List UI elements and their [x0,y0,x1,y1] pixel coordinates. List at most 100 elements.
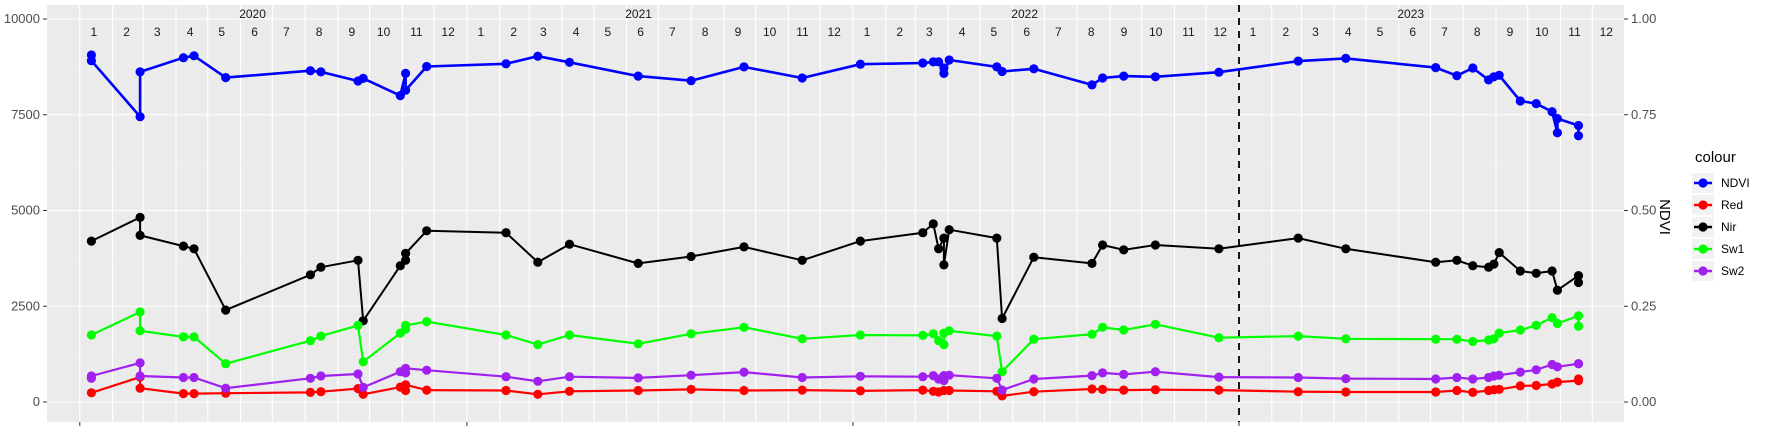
data-point-red [1573,374,1584,384]
month-label: 1 [1250,25,1257,39]
data-point-sw2 [1087,371,1097,381]
month-label: 9 [735,25,742,39]
data-point-sw1 [1531,320,1541,330]
data-point-ndvi [135,112,145,122]
data-point-ndvi [1573,131,1584,141]
data-point-sw2 [1098,368,1108,378]
month-label: 9 [1121,25,1128,39]
data-point-sw1 [633,339,643,349]
month-label: 5 [1377,25,1384,39]
data-point-nir [1293,233,1303,243]
data-point-nir [135,230,145,240]
series-sw1 [86,307,1584,377]
data-point-nir [501,228,511,238]
data-point-ndvi [1552,128,1562,138]
data-point-sw1 [86,330,96,340]
right-axis-tick-label: 0.25 [1631,298,1656,313]
data-point-red [1452,385,1462,396]
data-point-nir [1573,271,1584,281]
data-point-ndvi [501,59,511,69]
data-point-red [1468,387,1478,397]
series-sw2 [86,358,1584,395]
data-point-nir [401,255,411,265]
data-point-ndvi [944,55,954,65]
data-point-sw2 [918,372,928,382]
data-point-sw1 [1552,318,1562,329]
legend-item-nir: Nir [1692,217,1736,237]
series-ndvi [86,50,1584,141]
data-point-sw1 [939,340,949,350]
month-label: 8 [1088,25,1095,39]
data-point-red [1494,384,1504,394]
bottom-axis [79,422,1240,426]
month-label: 2 [1282,25,1289,39]
data-point-ndvi [221,73,231,83]
data-point-sw2 [633,373,643,383]
data-point-sw1 [686,329,696,339]
data-point-red [1029,387,1039,397]
month-label: 2 [123,25,130,39]
data-point-red [316,387,326,397]
data-point-red [135,383,145,393]
data-point-sw2 [316,371,326,381]
data-point-sw2 [1214,372,1224,382]
month-label: 4 [573,25,580,39]
series-nir [86,212,1584,326]
data-point-red [633,385,643,396]
data-point-ndvi [1547,107,1557,117]
legend-item-sw2: Sw2 [1692,261,1745,281]
month-label: 2 [896,25,903,39]
year-labels: 2020 2021 2022 2023 [239,7,1424,21]
data-point-ndvi [358,73,368,83]
data-point-sw2 [422,365,432,375]
data-point-red [422,385,432,395]
data-point-nir [997,313,1007,324]
data-point-sw1 [316,331,326,341]
data-point-red [1341,387,1351,397]
data-point-sw1 [401,320,411,330]
data-point-nir [221,305,231,315]
data-point-sw1 [422,317,432,327]
legend-item-ndvi: NDVI [1692,173,1750,193]
data-point-ndvi [86,56,96,66]
data-point-nir [1573,277,1584,288]
data-point-nir [316,262,326,272]
data-point-ndvi [1494,70,1504,80]
data-point-sw1 [1573,311,1584,321]
data-point-nir [135,212,145,222]
data-point-red [564,386,575,396]
data-point-sw2 [221,383,231,393]
data-point-ndvi [1119,71,1129,81]
data-point-sw1 [533,340,543,350]
data-point-sw1 [353,320,363,330]
left-axis-tick-label: 0 [33,394,40,409]
data-point-ndvi [1431,63,1441,73]
data-point-sw1 [1341,334,1351,344]
data-point-ndvi [739,62,749,72]
data-point-ndvi [1531,99,1541,109]
data-point-sw2 [305,373,315,383]
data-point-nir [1341,244,1351,254]
data-point-nir [189,244,199,254]
data-point-sw1 [855,330,866,340]
data-point-sw2 [1452,372,1462,383]
month-label: 5 [218,25,225,39]
legend-key-point [1698,244,1708,254]
right-axis: 0.00 0.25 0.50 0.75 1.00 [1624,11,1656,409]
month-label: 5 [991,25,998,39]
month-label: 8 [316,25,323,39]
data-point-ndvi [401,85,411,95]
data-point-sw2 [1531,365,1541,375]
data-point-sw2 [797,372,807,383]
legend-key-point [1698,200,1708,210]
data-point-sw2 [358,382,368,392]
data-point-sw1 [1150,319,1160,329]
data-point-nir [1214,244,1224,254]
month-label: 3 [1312,25,1319,39]
data-point-ndvi [855,59,866,69]
data-point-red [1552,377,1562,387]
data-point-nir [1431,257,1441,267]
data-point-ndvi [1214,67,1224,77]
data-point-red [358,389,368,399]
month-label: 2 [510,25,517,39]
